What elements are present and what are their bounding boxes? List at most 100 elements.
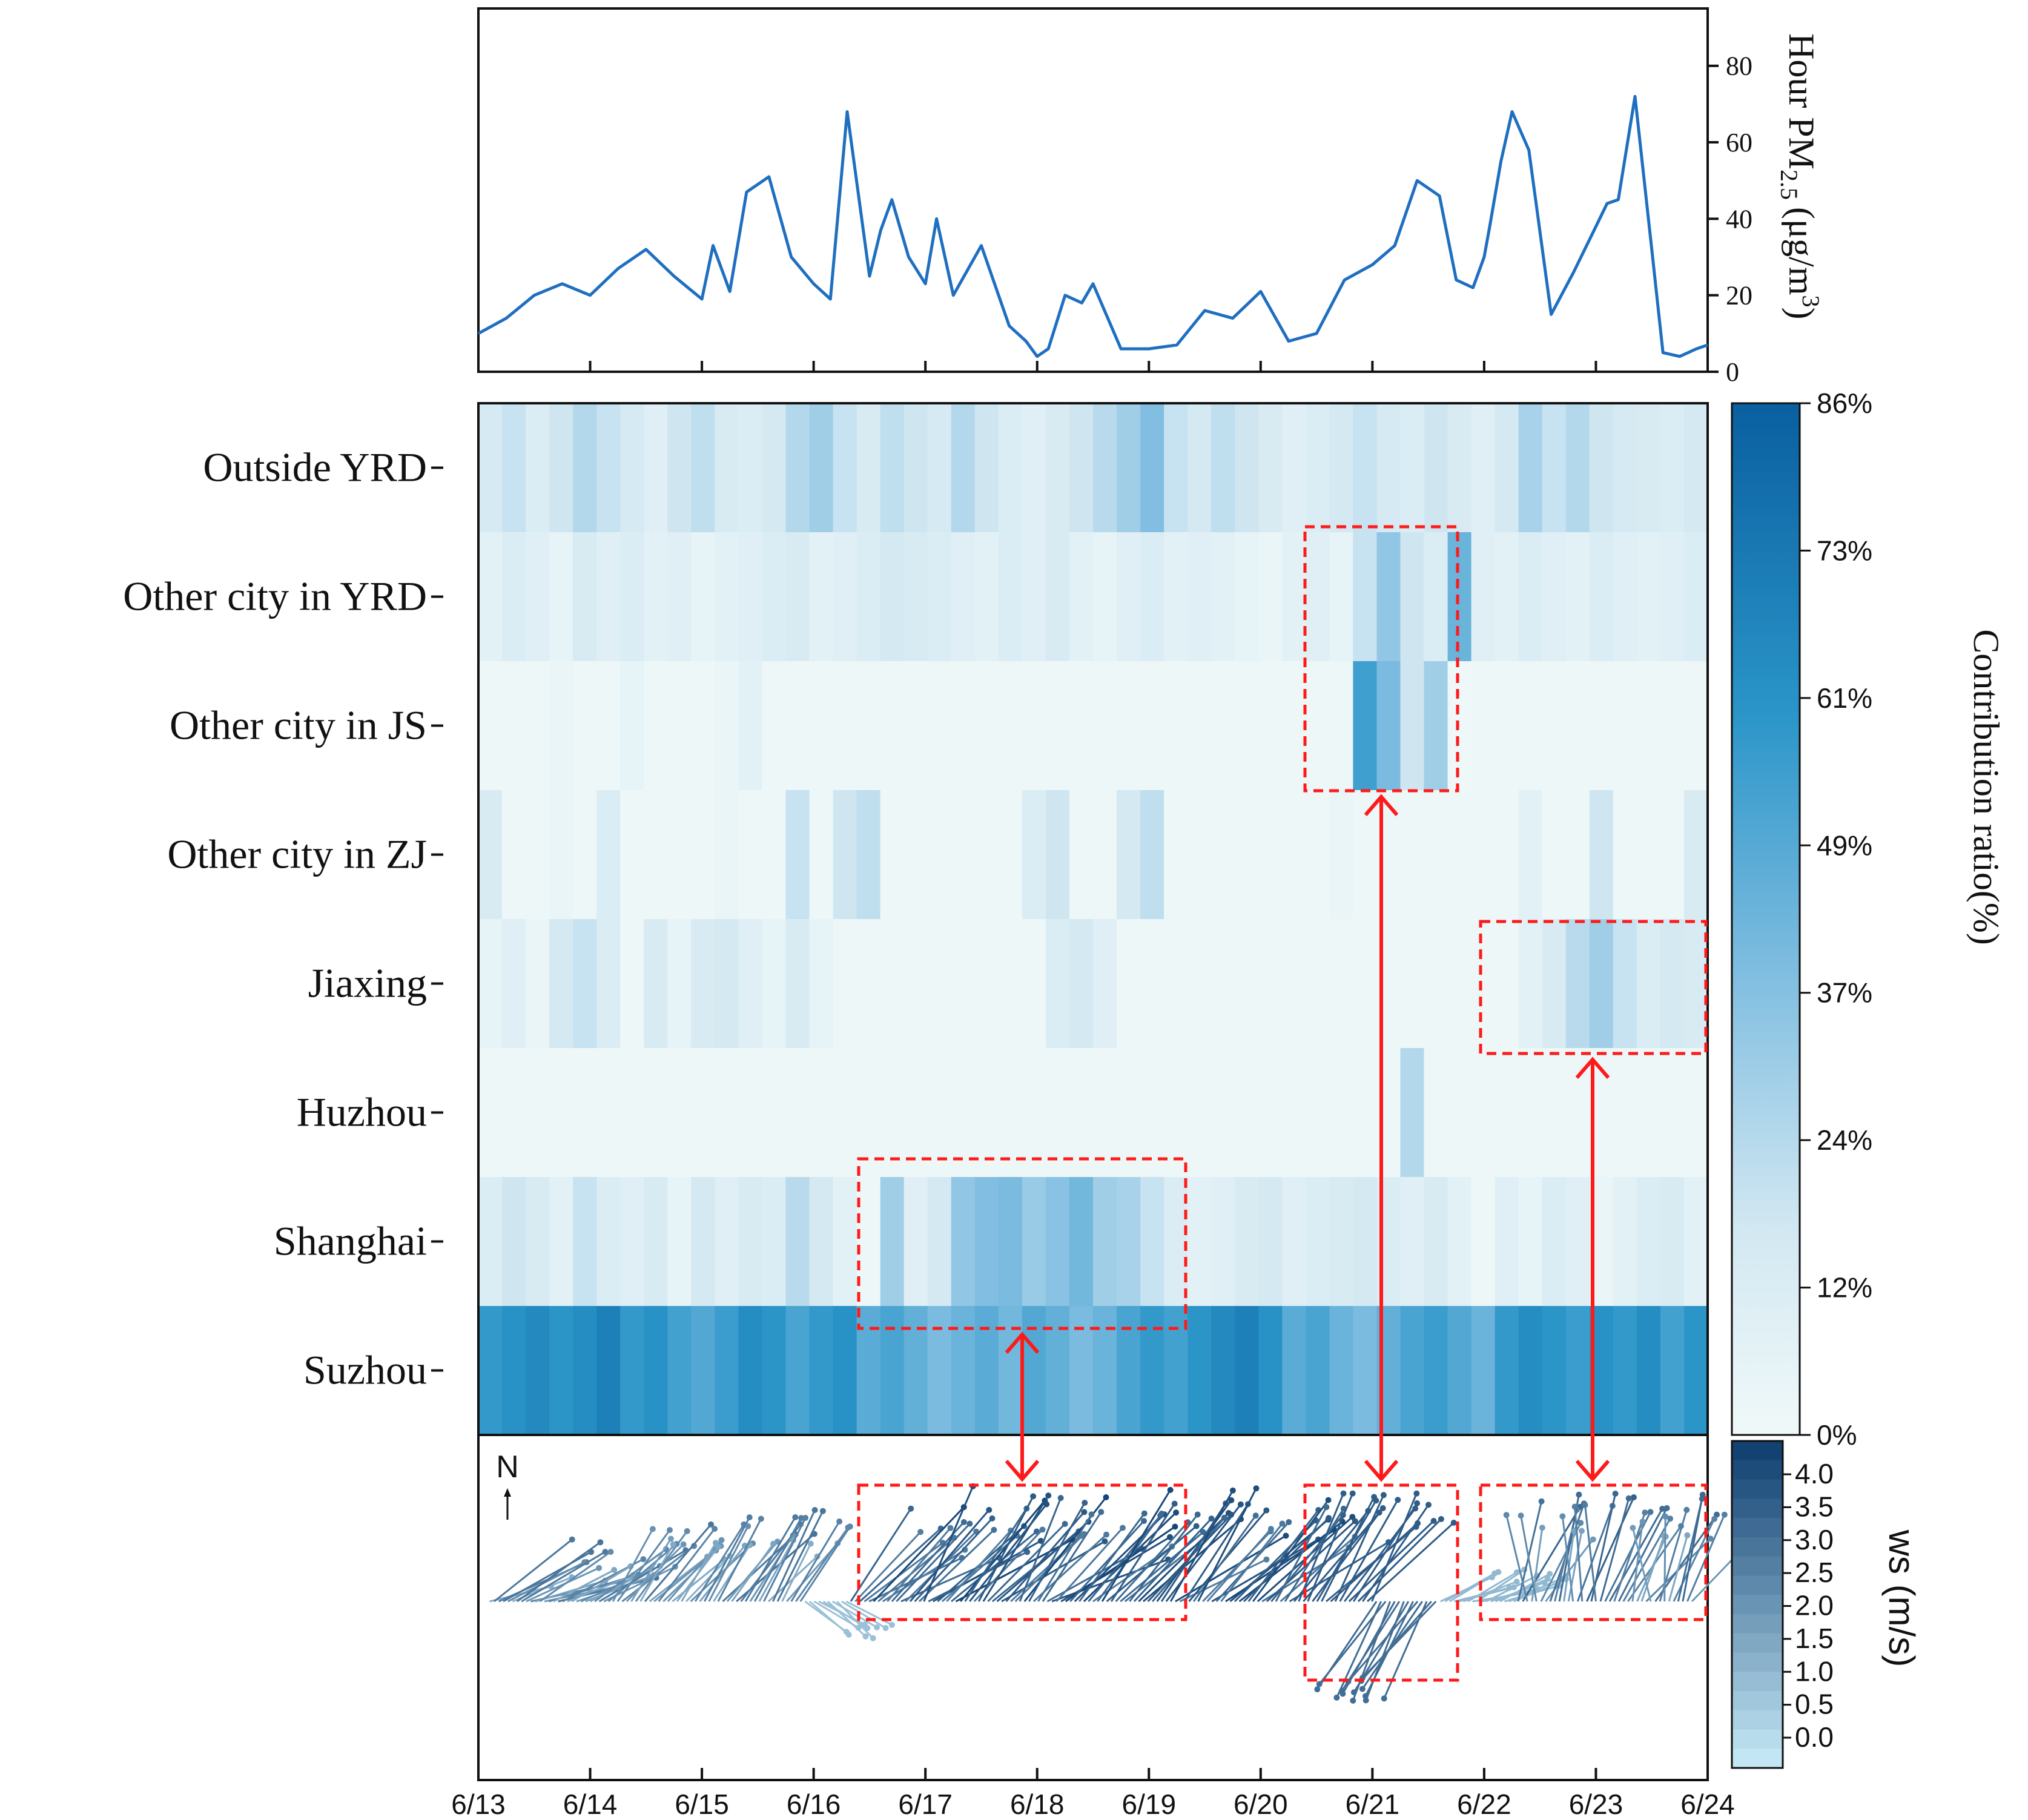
heatmap-cell: [1045, 790, 1070, 919]
heatmap-cell: [667, 403, 692, 532]
wind-vector-head: [1102, 1538, 1108, 1545]
heatmap-cell: [1140, 1306, 1164, 1435]
heatmap-cell: [1235, 403, 1259, 532]
wind-vector-head: [947, 1525, 954, 1531]
heatmap-cell: [573, 661, 597, 790]
wind-vector: [1143, 1518, 1242, 1603]
date-tick-label: 6/18: [1010, 1789, 1065, 1820]
heatmap-cell: [1069, 532, 1094, 661]
heatmap-row-label: Suzhou: [303, 1347, 427, 1393]
heatmap-cell: [1471, 790, 1496, 919]
heatmap-cell: [573, 1177, 597, 1306]
heatmap-cell: [903, 403, 928, 532]
heatmap-cell: [1306, 1177, 1330, 1306]
wind-vector-head: [1120, 1525, 1126, 1531]
date-tick-label: 6/17: [898, 1789, 953, 1820]
wind-vector: [951, 1531, 1037, 1603]
heatmap-cell: [974, 919, 999, 1048]
wind-vector: [1590, 1493, 1617, 1602]
wind-vector-head: [1662, 1513, 1669, 1520]
heatmap-cell: [762, 919, 787, 1048]
wind-vector: [607, 1543, 678, 1603]
heatmap-cell: [951, 790, 976, 919]
heatmap-cell: [644, 1177, 669, 1306]
heatmap-cell: [1045, 661, 1070, 790]
heatmap-cell: [1211, 1306, 1235, 1435]
heatmap-cell: [1684, 661, 1708, 790]
heatmap-cell: [1329, 790, 1354, 919]
heatmap-cell: [1258, 1048, 1283, 1177]
wind-vector-head: [713, 1540, 719, 1546]
heatmap-cell: [1589, 403, 1614, 532]
wind-speed-colorbar-step: [1732, 1556, 1783, 1576]
pm25-y-tick-label: 40: [1726, 204, 1752, 234]
heatmap-cell: [644, 661, 669, 790]
wind-vector: [699, 1545, 746, 1602]
wind-vector-head: [1430, 1518, 1437, 1524]
wind-vector: [808, 1600, 850, 1636]
heatmap-cell: [1258, 1306, 1283, 1435]
wind-vector-head: [870, 1635, 876, 1641]
heatmap-cell: [1140, 1177, 1164, 1306]
heatmap-cell: [1093, 1048, 1117, 1177]
heatmap-cell: [620, 790, 644, 919]
heatmap-cell: [1684, 919, 1708, 1048]
wind-speed-colorbar-step: [1732, 1595, 1783, 1615]
wind-speed-colorbar-tick-label: 3.5: [1795, 1491, 1834, 1522]
wind-vector-head: [1547, 1571, 1553, 1577]
wind-vector-head: [882, 1624, 889, 1631]
heatmap-cell: [1400, 1048, 1425, 1177]
wind-vector-head: [811, 1507, 818, 1513]
wind-vector-head: [1413, 1490, 1420, 1497]
wind-vector-head: [991, 1526, 997, 1533]
heatmap-cell: [1424, 532, 1448, 661]
heatmap-cell: [526, 919, 550, 1048]
heatmap-row-label: Shanghai: [274, 1218, 427, 1264]
heatmap-cell: [998, 790, 1023, 919]
heatmap-cell: [1258, 403, 1283, 532]
heatmap-cell: [478, 919, 503, 1048]
date-tick-label: 6/24: [1680, 1789, 1735, 1820]
heatmap-cell: [1164, 532, 1188, 661]
wind-vector-head: [1590, 1536, 1596, 1543]
heatmap-cell: [1518, 661, 1543, 790]
heatmap-cell: [1093, 1306, 1117, 1435]
wind-vector: [1584, 1505, 1597, 1602]
wind-panel: N 6/13 6/14 6/15 6/16 6/17 6/18 6/19 6/20 6/21 6/…: [451, 1434, 1922, 1820]
pm25-plot-frame: [477, 7, 1709, 373]
heatmap-cell: [1187, 790, 1212, 919]
wind-speed-colorbar-step: [1732, 1518, 1783, 1538]
wind-vector: [1220, 1523, 1283, 1602]
heatmap-cell: [1069, 790, 1094, 919]
heatmap-cell: [1211, 403, 1235, 532]
heatmap-cell: [1471, 532, 1496, 661]
heatmap-cell: [1282, 1306, 1307, 1435]
heatmap-cell: [715, 790, 739, 919]
heatmap-cell: [1684, 790, 1708, 919]
heatmap-cell: [1022, 1177, 1046, 1306]
heatmap-row-labels: Outside YRD Other city in YRD Other city i…: [123, 444, 443, 1393]
heatmap-cell: [1306, 919, 1330, 1048]
heatmap-cell: [526, 532, 550, 661]
wind-vector: [1334, 1494, 1385, 1602]
heatmap-cell: [880, 1177, 905, 1306]
wind-vector-head: [836, 1518, 843, 1525]
arrowhead-up-icon: [1005, 1331, 1040, 1354]
wind-vector: [1321, 1496, 1375, 1602]
wind-speed-colorbar-step: [1732, 1729, 1783, 1749]
heatmap-cell: [1045, 919, 1070, 1048]
wind-vector-head: [596, 1564, 603, 1571]
heatmap-cell: [573, 1048, 597, 1177]
heatmap-cell: [856, 1048, 881, 1177]
wind-speed-colorbar-step: [1732, 1499, 1783, 1518]
heatmap-cell: [596, 661, 621, 790]
heatmap-cell: [667, 661, 692, 790]
heatmap-cell: [1353, 790, 1378, 919]
heatmap-cell: [1613, 919, 1637, 1048]
heatmap-cell: [1140, 919, 1164, 1048]
arrowhead-down-icon: [1364, 1460, 1399, 1482]
wind-vector-head: [874, 1624, 880, 1630]
heatmap-cell: [691, 1306, 716, 1435]
wind-vector-head: [1559, 1513, 1566, 1520]
heatmap-cell: [1424, 661, 1448, 790]
